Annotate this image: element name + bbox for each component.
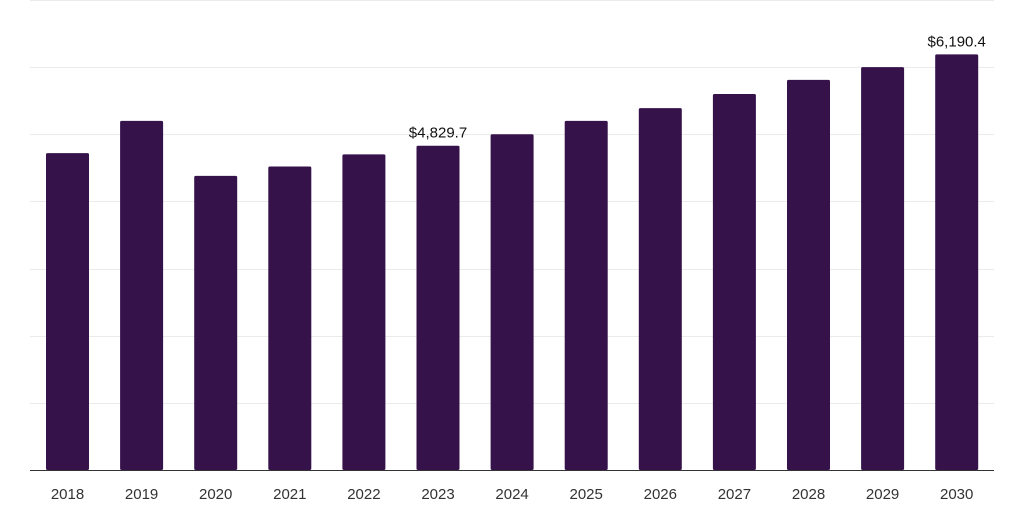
x-tick-label: 2024	[495, 486, 528, 503]
bar-2026	[638, 108, 682, 470]
x-tick-label: 2025	[570, 486, 603, 503]
bar-2030	[935, 54, 979, 471]
bar-2019	[120, 120, 164, 471]
x-tick-label: 2027	[718, 486, 751, 503]
x-tick-label: 2028	[792, 486, 825, 503]
x-tick-label: 2030	[940, 486, 973, 503]
bar-2021	[268, 166, 312, 470]
data-label-2023: $4,829.7	[409, 125, 467, 142]
x-tick-label: 2018	[51, 486, 84, 503]
bar-2023	[416, 145, 460, 470]
x-tick-labels: 2018 2019 2020 2021 2022 2023 2024 2025 2026 2027…	[51, 486, 974, 503]
bar-2025	[564, 120, 608, 471]
x-tick-label: 2023	[421, 486, 454, 503]
bar-2018	[46, 153, 89, 470]
x-tick-label: 2019	[125, 486, 158, 503]
x-tick-label: 2020	[199, 486, 232, 503]
x-tick-label: 2022	[347, 486, 380, 503]
x-tick-label: 2021	[273, 486, 306, 503]
bar-2029	[861, 67, 905, 470]
bar-2020	[194, 175, 238, 470]
x-tick-label: 2029	[866, 486, 899, 503]
bars	[46, 54, 979, 471]
bar-2027	[712, 94, 756, 470]
x-tick-label: 2026	[644, 486, 677, 503]
bar-2028	[787, 79, 830, 471]
bar-2022	[342, 154, 386, 470]
bar-2024	[490, 134, 534, 471]
data-labels: $4,829.7 $6,190.4	[409, 33, 986, 141]
data-label-2030: $6,190.4	[928, 33, 986, 50]
